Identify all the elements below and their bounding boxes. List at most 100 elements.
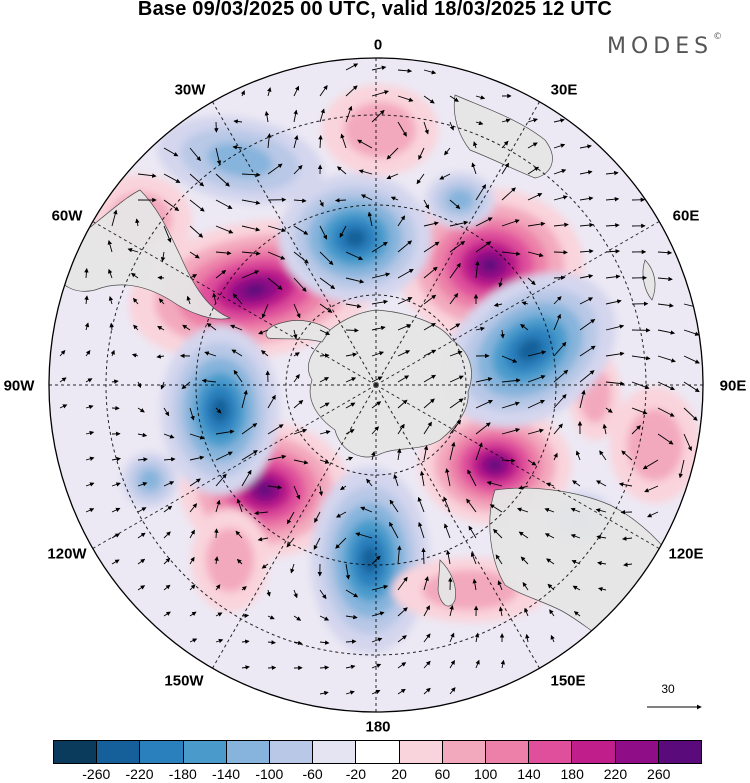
wind-vector bbox=[644, 485, 659, 493]
wind-vector bbox=[189, 478, 201, 487]
wind-vector bbox=[657, 407, 675, 417]
wind-vector bbox=[206, 322, 217, 331]
lon-label-30w: 30W bbox=[174, 81, 206, 99]
wind-vector bbox=[371, 109, 385, 123]
wind-vector bbox=[156, 354, 165, 359]
wind-vector bbox=[137, 532, 146, 539]
wind-vector bbox=[423, 398, 435, 409]
wind-vector bbox=[489, 504, 503, 513]
wind-vector bbox=[241, 172, 261, 177]
wind-vector bbox=[389, 499, 399, 513]
wind-vector bbox=[386, 173, 399, 180]
wind-vector bbox=[622, 536, 633, 541]
wind-vector bbox=[319, 665, 330, 670]
wind-vector bbox=[339, 225, 347, 238]
wind-vector bbox=[570, 507, 581, 513]
wind-vector bbox=[339, 485, 347, 491]
wind-vector bbox=[579, 370, 595, 383]
wind-vector bbox=[500, 659, 506, 669]
wind-vector bbox=[527, 166, 540, 175]
wind-vector bbox=[241, 270, 260, 279]
wind-vector bbox=[84, 267, 89, 279]
wind-vector bbox=[449, 323, 461, 331]
wind-vector bbox=[527, 399, 545, 409]
wind-vector bbox=[521, 301, 529, 306]
wind-vector bbox=[423, 69, 437, 75]
wind-vector bbox=[501, 162, 509, 175]
anomaly-contour bbox=[139, 469, 161, 491]
wind-vector bbox=[318, 485, 324, 497]
wind-vector bbox=[449, 95, 459, 102]
wind-vector bbox=[231, 349, 243, 357]
wind-vector bbox=[215, 473, 227, 487]
wind-vector bbox=[157, 275, 165, 281]
wind-vector bbox=[235, 530, 243, 539]
wind-vector bbox=[163, 199, 180, 211]
wind-vector bbox=[319, 640, 330, 645]
wind-vector bbox=[241, 639, 250, 644]
wind-vector bbox=[163, 407, 170, 417]
wind-vector bbox=[575, 450, 581, 461]
colorbar-tick: -180 bbox=[168, 766, 197, 782]
wind-vector bbox=[189, 147, 201, 162]
wind-vector bbox=[474, 632, 480, 643]
lon-label-60w: 60W bbox=[51, 207, 83, 225]
wind-vector bbox=[293, 277, 307, 292]
wind-vector bbox=[111, 559, 120, 565]
colorbar-swatch bbox=[399, 741, 443, 763]
wind-vector bbox=[135, 218, 140, 227]
wind-vector bbox=[160, 381, 165, 390]
wind-vector bbox=[267, 277, 283, 290]
wind-vector bbox=[261, 303, 269, 319]
wind-vector bbox=[579, 389, 586, 409]
wind-vector bbox=[107, 239, 113, 253]
wind-vector bbox=[397, 545, 402, 565]
wind-vector bbox=[319, 85, 328, 97]
colorbar-swatch bbox=[486, 741, 530, 763]
wind-vector bbox=[163, 433, 175, 439]
wind-vector bbox=[544, 507, 555, 513]
wind-vector bbox=[553, 222, 569, 228]
wind-vector bbox=[527, 428, 544, 435]
wind-vector bbox=[520, 323, 529, 331]
anomaly-contour bbox=[257, 484, 273, 496]
wind-vector bbox=[157, 325, 165, 331]
wind-vector bbox=[85, 404, 94, 410]
wind-vector bbox=[189, 407, 195, 421]
wind-vector bbox=[493, 302, 503, 308]
wind-vector bbox=[335, 511, 347, 518]
wind-vector bbox=[163, 557, 171, 565]
wind-vector bbox=[189, 638, 198, 643]
wind-vector bbox=[371, 351, 384, 357]
wind-vector bbox=[371, 376, 383, 383]
wind-vector bbox=[293, 109, 298, 123]
colorbar-tick: -220 bbox=[125, 766, 154, 782]
wind-vector bbox=[293, 640, 303, 646]
wind-vector bbox=[498, 277, 503, 288]
wind-vector bbox=[417, 496, 425, 513]
wind-vector bbox=[233, 119, 243, 124]
wind-vector bbox=[85, 430, 95, 436]
wind-vector bbox=[108, 295, 114, 305]
wind-vector bbox=[137, 482, 148, 487]
lon-label-120w: 120W bbox=[47, 545, 87, 563]
wind-vector bbox=[345, 277, 365, 284]
wind-vector bbox=[642, 459, 659, 470]
wind-vector bbox=[423, 241, 440, 253]
wind-vector bbox=[527, 251, 544, 258]
wind-vector bbox=[397, 68, 413, 74]
wind-vector bbox=[293, 352, 300, 357]
wind-vector bbox=[449, 220, 469, 227]
wind-vector bbox=[657, 329, 676, 335]
meridian-line bbox=[375, 384, 540, 669]
wind-vector bbox=[313, 537, 321, 550]
wind-vector bbox=[579, 249, 594, 254]
wind-vector bbox=[475, 260, 480, 279]
wind-vector bbox=[241, 665, 250, 670]
wind-vector bbox=[579, 144, 592, 149]
wind-vector bbox=[286, 537, 295, 548]
wind-vector bbox=[241, 389, 248, 409]
wind-vector bbox=[501, 355, 518, 363]
wind-vector bbox=[131, 353, 139, 358]
wind-vector bbox=[293, 485, 301, 500]
